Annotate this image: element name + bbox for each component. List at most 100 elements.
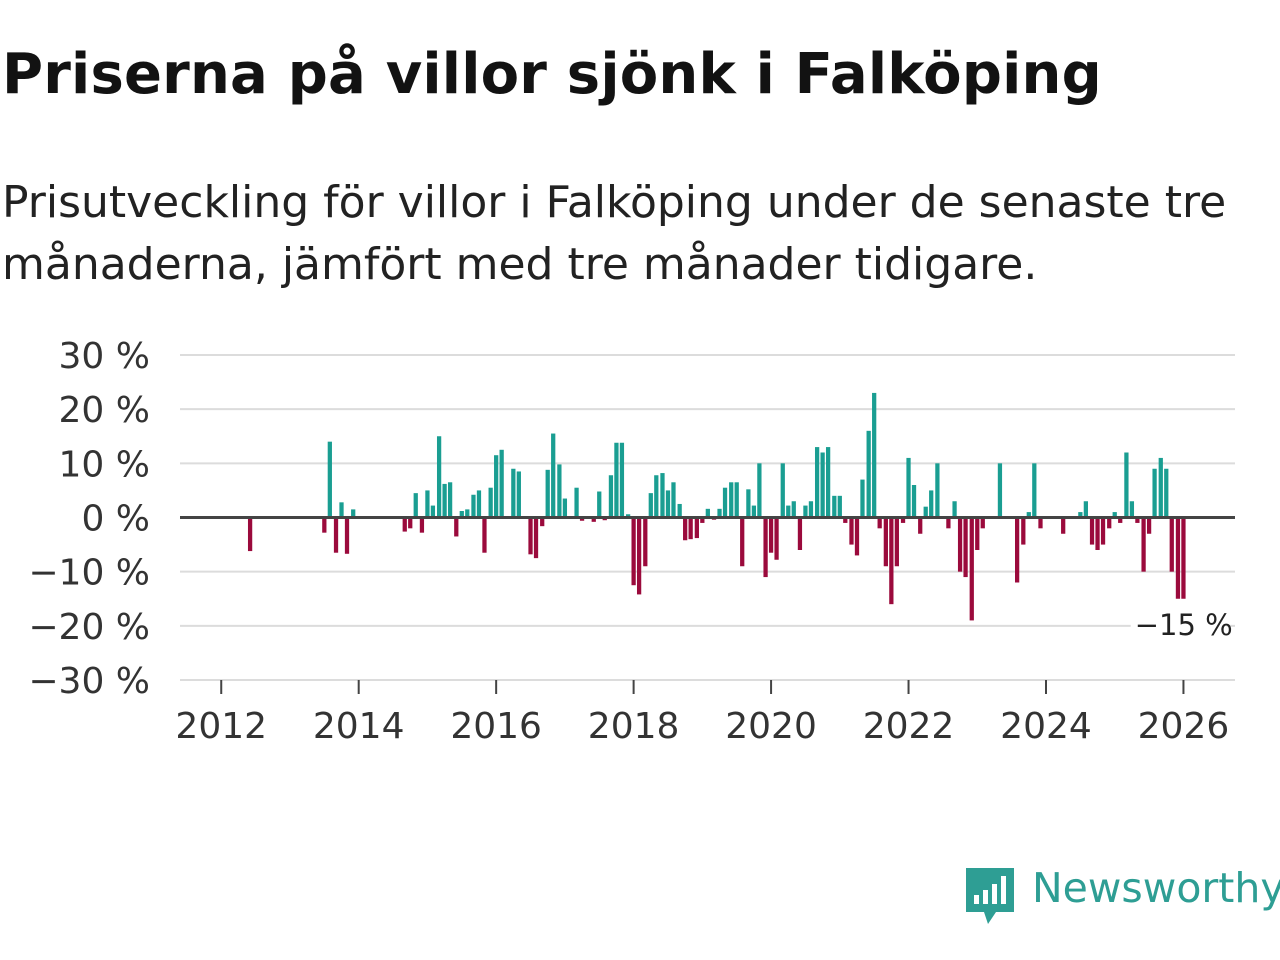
bar-positive <box>734 482 739 518</box>
bar-negative <box>247 517 253 552</box>
bar-negative <box>1089 517 1095 545</box>
bar-positive <box>471 494 476 518</box>
bar-positive <box>860 479 865 518</box>
bar-positive <box>459 511 464 518</box>
bar-negative <box>402 517 407 532</box>
bar-positive <box>722 487 728 518</box>
bar-positive <box>677 503 682 518</box>
bar-positive <box>614 442 619 518</box>
annotation-background <box>1130 606 1227 641</box>
bar-negative <box>683 517 688 541</box>
bar-positive <box>545 469 550 518</box>
bar-negative <box>1100 517 1106 545</box>
x-tick-label: 2022 <box>863 706 955 747</box>
y-tick-label: −30 % <box>28 661 150 702</box>
bar-positive <box>757 463 762 518</box>
bar-positive <box>574 487 579 518</box>
bar-positive <box>837 495 842 518</box>
bar-positive <box>465 509 470 518</box>
bar-positive <box>488 487 493 518</box>
bar-positive <box>625 514 631 518</box>
bar-positive <box>997 463 1003 518</box>
bar-positive <box>923 506 928 518</box>
x-tick-label: 2020 <box>725 706 817 747</box>
bar-positive <box>1124 452 1129 518</box>
bar-negative <box>533 517 539 559</box>
y-tick-label: 0 % <box>81 499 150 540</box>
x-tick-label: 2024 <box>1000 706 1092 747</box>
bar-positive <box>442 483 447 518</box>
bar-negative <box>889 517 894 605</box>
bar-negative <box>528 517 533 555</box>
bar-negative <box>333 517 339 553</box>
bar-positive <box>705 508 710 518</box>
bar-negative <box>1181 517 1186 599</box>
bar-positive <box>1078 512 1083 518</box>
bar-positive <box>820 452 825 518</box>
bar-negative <box>1015 517 1020 583</box>
bar-negative <box>763 517 768 578</box>
x-tick-label: 2018 <box>588 706 680 747</box>
bar-negative <box>1021 517 1026 545</box>
bar-positive <box>1032 463 1037 518</box>
bar-positive <box>1158 457 1163 518</box>
bar-negative <box>975 517 980 550</box>
bar-positive <box>511 468 516 518</box>
bar-positive <box>1152 468 1157 518</box>
bar-negative <box>1141 517 1146 572</box>
price-change-bar-chart: 30 % 20 % 10 % 0 % −10 % −20 % −30 % 2012 2014 20… <box>28 336 1235 747</box>
brand-name: Newsworthy <box>1032 864 1280 912</box>
bar-positive <box>516 471 521 518</box>
bar-negative <box>636 517 642 595</box>
bar-positive <box>339 502 344 518</box>
bar-positive <box>562 498 568 518</box>
bar-negative <box>482 517 487 553</box>
bar-negative <box>1118 517 1123 523</box>
bar-positive <box>803 505 808 518</box>
bar-positive <box>476 490 482 518</box>
bar-positive <box>551 433 556 518</box>
bar-positive <box>447 482 453 518</box>
bar-positive <box>619 442 625 518</box>
bar-negative <box>1135 517 1140 523</box>
bar-positive <box>929 490 934 518</box>
bar-negative <box>694 517 699 539</box>
bar-positive <box>729 482 734 518</box>
x-tick-label: 2026 <box>1138 706 1230 747</box>
bar-positive <box>660 473 665 518</box>
bar-positive <box>808 501 814 518</box>
bar-positive <box>814 447 820 518</box>
bar-positive <box>648 493 653 518</box>
bar-negative <box>1095 517 1100 550</box>
bar-negative <box>877 517 882 529</box>
bar-negative <box>946 517 951 529</box>
bar-positive <box>717 508 722 518</box>
bar-negative <box>322 517 327 533</box>
bar-positive <box>413 493 418 518</box>
bar-negative <box>1175 517 1181 599</box>
bar-negative <box>900 517 906 523</box>
bar-negative <box>740 517 745 567</box>
bar-positive <box>952 501 957 518</box>
bar-positive <box>825 447 831 518</box>
bar-positive <box>906 457 911 518</box>
bar-negative <box>854 517 860 556</box>
bar-negative <box>688 517 693 540</box>
chart-title: Priserna på villor sjönk i Falköping <box>2 42 1102 107</box>
bar-positive <box>791 501 796 518</box>
bar-negative <box>957 517 963 572</box>
bar-positive <box>436 436 442 518</box>
bar-negative <box>963 517 968 578</box>
bar-positive <box>780 463 785 518</box>
bar-positive <box>608 475 614 518</box>
x-tick-label: 2014 <box>313 706 405 747</box>
bar-negative <box>344 517 350 554</box>
bar-negative <box>540 517 545 527</box>
bar-negative <box>849 517 854 545</box>
bar-negative <box>797 517 803 550</box>
bar-positive <box>832 495 837 518</box>
bar-positive <box>911 485 917 518</box>
bar-positive <box>935 463 940 518</box>
bar-negative <box>969 517 974 621</box>
newsworthy-logo: Newsworthy <box>962 862 1280 932</box>
